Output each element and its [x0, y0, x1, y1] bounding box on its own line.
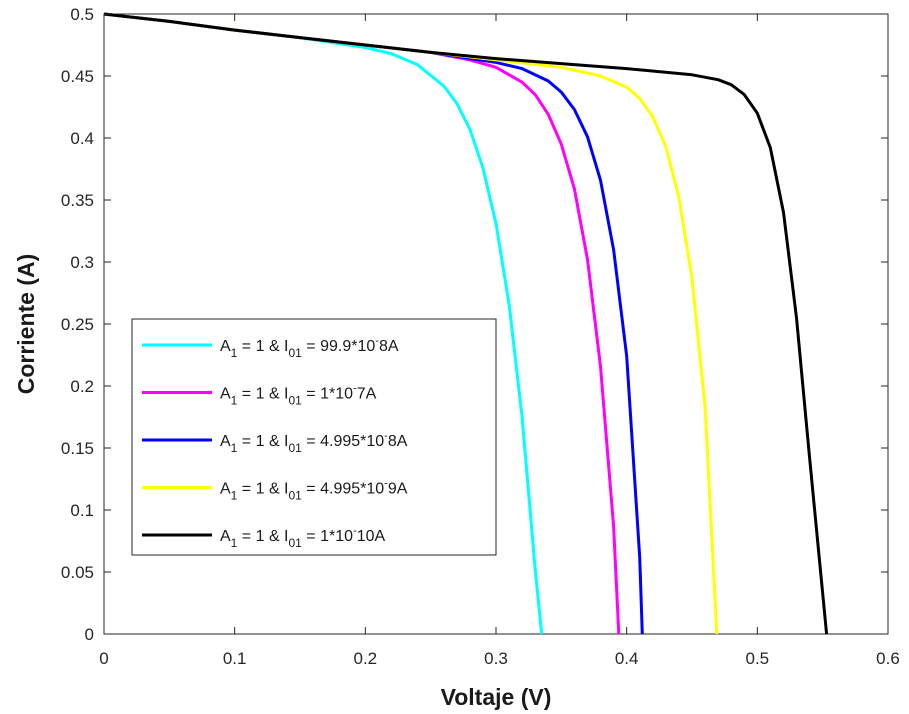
y-tick-label: 0.1	[70, 501, 94, 520]
y-axis-title: Corriente (A)	[13, 254, 39, 395]
legend-text-part: A	[220, 481, 231, 498]
x-tick-label: 0.5	[746, 649, 770, 668]
x-tick-label: 0.3	[484, 649, 508, 668]
y-tick-label: 0.35	[61, 191, 94, 210]
legend-text-part: -	[353, 525, 357, 537]
series-line-5	[103, 12, 829, 635]
legend-text-part: 01	[289, 346, 303, 360]
legend-text-part: 10A	[357, 528, 386, 545]
legend-label-1: A1 = 1 & I01 = 99.9*10-8A	[220, 335, 399, 360]
x-tick-label: 0.6	[876, 649, 900, 668]
y-tick-label: 0.4	[70, 129, 94, 148]
legend-box	[131, 318, 497, 556]
x-axis-title: Voltaje (V)	[441, 684, 552, 710]
legend-text-part: 1	[231, 346, 238, 360]
legend-text-part: -	[384, 478, 388, 490]
legend-text-part: 01	[289, 489, 303, 503]
legend-text-part: A	[220, 433, 231, 450]
legend-text-part: = 1 & I	[237, 433, 288, 450]
legend-text-part: A	[220, 528, 231, 545]
legend-text-part: = 1 & I	[237, 481, 288, 498]
y-tick-label: 0.5	[70, 5, 94, 24]
legend-text-part: -	[353, 383, 357, 395]
legend-text-part: = 1 & I	[237, 338, 288, 355]
legend-text-part: 01	[289, 536, 303, 550]
y-tick-label: 0.45	[61, 67, 94, 86]
legend-text-part: 1	[231, 536, 238, 550]
legend-text-part: = 4.995*10	[302, 481, 384, 498]
legend-text-part: = 1 & I	[237, 386, 288, 403]
legend-text-part: = 1*10	[302, 528, 353, 545]
legend-text-part: = 1*10	[302, 386, 353, 403]
legend-text-part: A	[220, 386, 231, 403]
y-tick-label: 0	[85, 625, 94, 644]
x-tick-label: 0.1	[223, 649, 247, 668]
y-tick-label: 0.3	[70, 253, 94, 272]
legend-text-part: 1	[231, 489, 238, 503]
legend-text-part: 8A	[379, 338, 399, 355]
legend-text-part: = 99.9*10	[302, 338, 376, 355]
legend-text-part: 1	[231, 441, 238, 455]
legend-label-5: A1 = 1 & I01 = 1*10-10A	[220, 525, 385, 550]
legend-text-part: A	[220, 338, 231, 355]
legend-text-part: 01	[289, 441, 303, 455]
legend-text-part: -	[375, 335, 379, 347]
legend-text-part: = 4.995*10	[302, 433, 384, 450]
legend-label-2: A1 = 1 & I01 = 1*10-7A	[220, 383, 377, 408]
legend-text-part: = 1 & I	[237, 528, 288, 545]
legend-text-part: -	[384, 430, 388, 442]
legend-text-part: 1	[231, 394, 238, 408]
legend-text-part: 7A	[357, 386, 377, 403]
x-tick-label: 0.4	[615, 649, 639, 668]
legend-text-part: 01	[289, 394, 303, 408]
x-tick-label: 0.2	[354, 649, 378, 668]
y-tick-label: 0.05	[61, 563, 94, 582]
legend-text-part: 8A	[388, 433, 408, 450]
legend-label-3: A1 = 1 & I01 = 4.995*10-8A	[220, 430, 408, 455]
x-tick-label: 0	[99, 649, 108, 668]
y-tick-label: 0.2	[70, 377, 94, 396]
series-layer	[103, 12, 829, 635]
y-tick-label: 0.15	[61, 439, 94, 458]
legend-text-part: 9A	[388, 481, 408, 498]
legend-label-4: A1 = 1 & I01 = 4.995*10-9A	[220, 478, 408, 503]
tick-layer: 0 0.1 0.2 0.3 0.4 0.5 0.6 0 0.05 0.1 0.15 0.2 0.25 0.…	[61, 5, 900, 668]
y-tick-label: 0.25	[61, 315, 94, 334]
